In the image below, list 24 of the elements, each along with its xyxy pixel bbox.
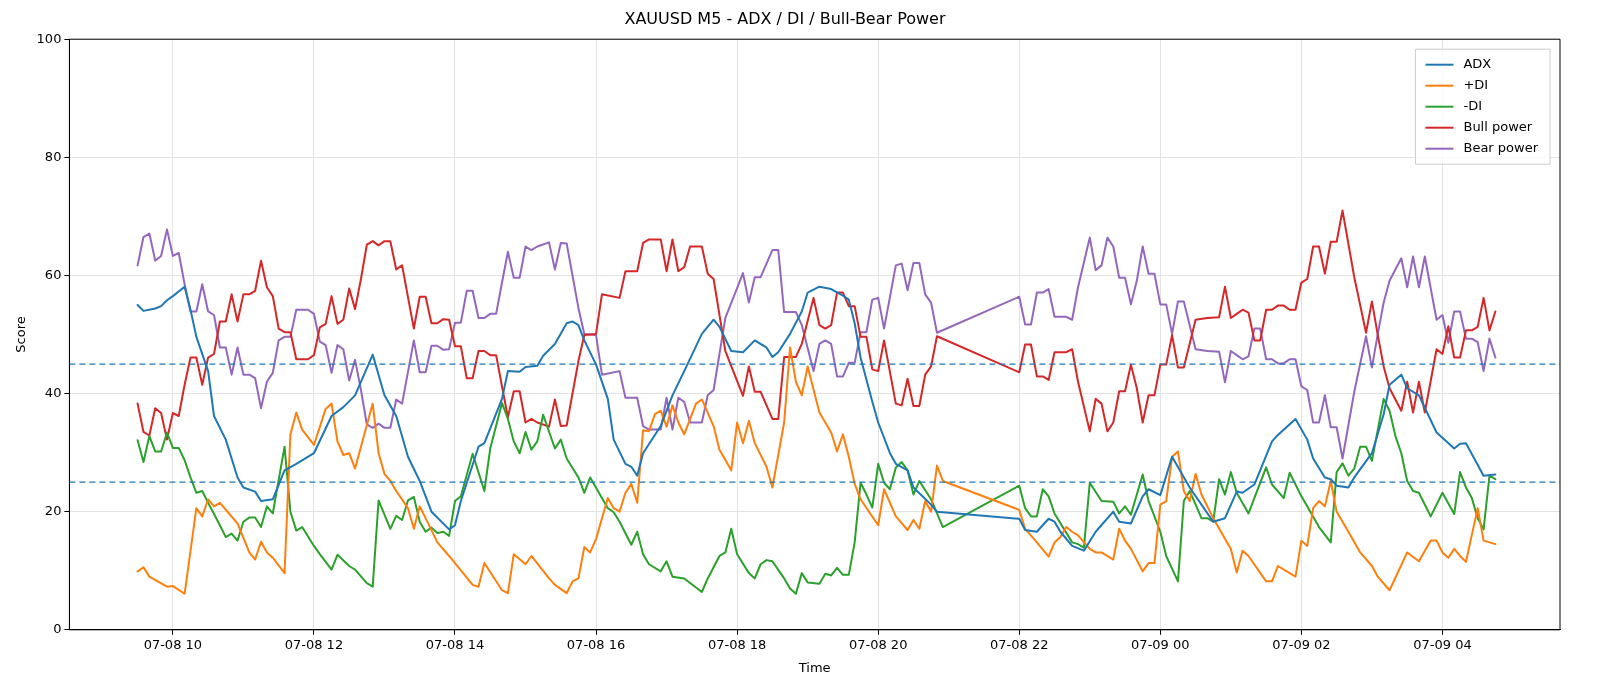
x-tick-label: 07-09 02 — [1272, 636, 1331, 652]
x-tick-label: 07-08 14 — [425, 636, 485, 652]
x-axis-title: Time — [797, 659, 831, 675]
y-tick-label: 60 — [44, 266, 62, 282]
legend-label: +DI — [1463, 77, 1489, 93]
y-tick-label: 0 — [53, 621, 62, 637]
x-tick-label: 07-08 22 — [990, 636, 1049, 652]
x-tick-label: 07-08 20 — [848, 636, 908, 652]
y-tick-label: 40 — [44, 384, 62, 400]
x-tick-label: 07-09 04 — [1413, 636, 1472, 652]
x-tick-label: 07-09 00 — [1131, 636, 1190, 652]
x-tick-label: 07-08 18 — [707, 636, 767, 652]
x-tick-label: 07-08 10 — [143, 636, 203, 652]
legend-label: -DI — [1463, 98, 1483, 114]
legend-label: Bull power — [1463, 119, 1533, 135]
x-tick-label: 07-08 12 — [284, 636, 344, 652]
y-tick-label: 100 — [36, 30, 62, 46]
legend-label: Bear power — [1463, 140, 1539, 156]
x-tick-label: 07-08 16 — [566, 636, 626, 652]
y-axis-title: Score — [13, 316, 29, 353]
y-tick-label: 20 — [44, 503, 62, 519]
legend-label: ADX — [1463, 56, 1492, 72]
chart-title: XAUUSD M5 - ADX / DI / Bull-Bear Power — [624, 8, 946, 28]
y-tick-label: 80 — [44, 148, 62, 164]
